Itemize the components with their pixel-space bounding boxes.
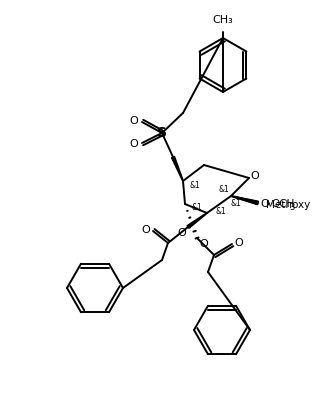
- Text: CH₃: CH₃: [213, 15, 234, 25]
- Text: &1: &1: [216, 206, 226, 216]
- Polygon shape: [187, 213, 207, 228]
- Text: &1: &1: [231, 198, 241, 208]
- Text: OCH: OCH: [271, 199, 294, 209]
- Text: S: S: [157, 126, 167, 140]
- Text: Methoxy: Methoxy: [266, 200, 310, 210]
- Polygon shape: [231, 196, 258, 205]
- Text: O: O: [130, 139, 138, 149]
- Text: O: O: [130, 116, 138, 126]
- Text: O: O: [178, 228, 186, 238]
- Text: &1: &1: [189, 181, 200, 189]
- Text: &1: &1: [219, 185, 229, 195]
- Text: O: O: [200, 239, 208, 249]
- Text: O: O: [251, 171, 259, 181]
- Text: 3: 3: [289, 202, 294, 212]
- Text: O: O: [261, 199, 269, 209]
- Text: O: O: [235, 238, 243, 248]
- Text: &1: &1: [192, 204, 202, 212]
- Polygon shape: [172, 156, 183, 181]
- Text: O: O: [142, 225, 150, 235]
